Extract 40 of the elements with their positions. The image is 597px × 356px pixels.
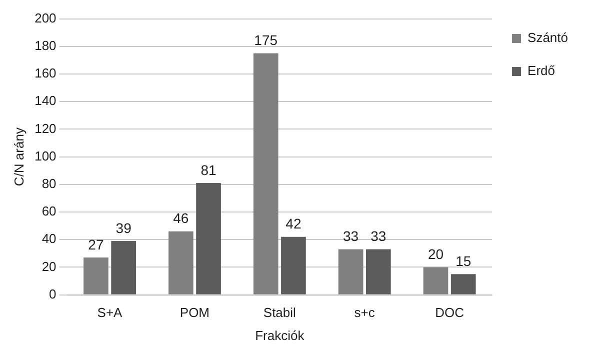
x-tick-label: DOC (435, 305, 464, 320)
legend-label: Szántó (528, 30, 568, 46)
y-axis-title: C/N arány (11, 127, 26, 186)
bar (423, 267, 448, 294)
y-tick-label: 0 (49, 286, 56, 302)
bar (338, 249, 364, 294)
y-tick-label: 40 (42, 231, 56, 246)
y-tick-label: 200 (34, 10, 56, 26)
data-label: 33 (343, 228, 359, 244)
x-axis-title: Frakciók (255, 328, 305, 343)
data-label: 20 (428, 246, 444, 262)
x-tick-label: S+A (97, 305, 123, 320)
y-tick-label: 60 (42, 204, 56, 219)
bar (450, 274, 476, 294)
bar (196, 183, 221, 294)
legend-label: Erdő (528, 63, 555, 78)
x-tick-label: POM (180, 305, 210, 320)
y-tick-label: 140 (34, 93, 56, 108)
data-label: 27 (88, 236, 104, 252)
y-tick-label: 100 (34, 148, 56, 164)
data-label: 15 (456, 252, 472, 269)
data-label: 46 (173, 210, 189, 226)
x-tick-label: s+c (354, 305, 376, 320)
bar (84, 258, 108, 294)
bar (111, 240, 136, 294)
bar (281, 236, 306, 294)
data-label: 33 (370, 228, 386, 244)
bar (366, 249, 391, 294)
data-label: 175 (254, 32, 278, 48)
y-tick-label: 180 (34, 38, 56, 53)
data-label: 81 (200, 162, 217, 178)
y-tick-label: 80 (42, 176, 56, 191)
data-label: 39 (116, 220, 132, 236)
bar (253, 53, 278, 294)
y-tick-label: 160 (34, 66, 56, 81)
bar (168, 231, 194, 294)
x-tick-label: Stabil (263, 305, 296, 320)
data-label: 42 (286, 216, 302, 232)
y-tick-label: 120 (34, 120, 56, 136)
y-tick-label: 20 (42, 258, 56, 274)
